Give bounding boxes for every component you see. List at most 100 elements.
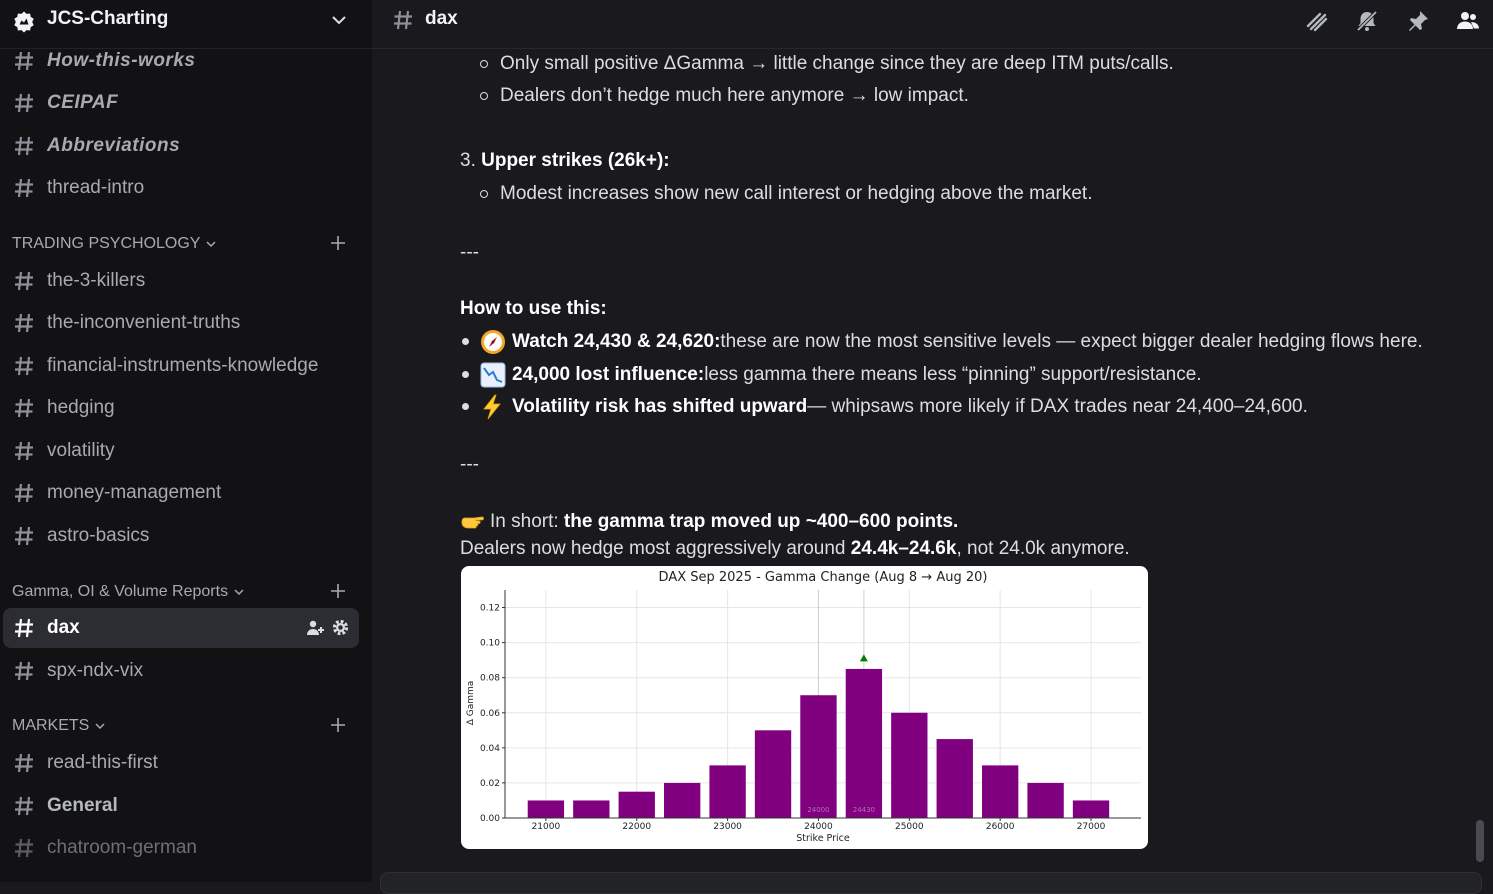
channel-chatroom-german[interactable]: chatroom-german <box>12 831 342 865</box>
hash-icon <box>15 526 33 546</box>
hash-icon <box>15 441 33 461</box>
channel-label: money-management <box>47 482 222 503</box>
compass-icon <box>481 330 505 354</box>
channel-label: CEIPAF <box>47 92 119 113</box>
channel-label: financial-instruments-knowledge <box>47 355 319 376</box>
channel-label: dax <box>47 617 80 638</box>
x-tick-label: 27000 <box>1077 822 1106 832</box>
summary-line: Dealers now hedge most aggressively arou… <box>460 538 1130 559</box>
category-label: TRADING PSYCHOLOGY <box>12 235 201 252</box>
y-tick-label: 0.04 <box>480 744 500 754</box>
section-heading: How to use this: <box>460 298 607 319</box>
channel-sidebar: JCS-Charting How-this-works CEIPAF Abbre… <box>0 0 372 882</box>
channel-thread-intro[interactable]: thread-intro <box>12 171 342 205</box>
bar <box>891 712 928 818</box>
x-tick-label: 24000 <box>804 822 833 832</box>
channel-the-inconvenient-truths[interactable]: the-inconvenient-truths <box>12 306 342 340</box>
bar-label: 24000 <box>807 806 829 814</box>
bar <box>1027 782 1064 818</box>
channel-abbreviations[interactable]: Abbreviations <box>12 129 342 163</box>
channel-astro-basics[interactable]: astro-basics <box>12 519 342 553</box>
chevron-down-icon[interactable] <box>330 11 348 29</box>
channel-label: Abbreviations <box>47 135 181 156</box>
x-tick-label: 23000 <box>713 822 742 832</box>
channel-label: thread-intro <box>47 177 145 198</box>
channel-money-management[interactable]: money-management <box>12 476 342 510</box>
y-tick-label: 0.12 <box>480 604 500 614</box>
server-header[interactable]: JCS-Charting <box>0 0 372 49</box>
member-list-icon[interactable] <box>1455 8 1481 34</box>
x-tick-label: 22000 <box>622 822 651 832</box>
chart-decreasing-icon <box>480 362 506 388</box>
pointing-hand-icon <box>461 516 484 529</box>
server-name: JCS-Charting <box>47 8 169 29</box>
pin-icon[interactable] <box>1405 8 1431 34</box>
channel-label: astro-basics <box>47 525 150 546</box>
add-member-icon[interactable] <box>305 618 325 638</box>
channel-the-3-killers[interactable]: the-3-killers <box>12 264 342 298</box>
x-tick-label: 26000 <box>986 822 1015 832</box>
threads-icon[interactable] <box>1304 8 1330 34</box>
channel-label: hedging <box>47 397 115 418</box>
hash-icon <box>15 51 33 71</box>
bar <box>982 765 1019 818</box>
list-item: Watch 24,430 & 24,620: these are now the… <box>460 329 1423 362</box>
plus-icon[interactable] <box>330 235 346 251</box>
chart-title: DAX Sep 2025 - Gamma Change (Aug 8 → Aug… <box>659 570 988 585</box>
channel-financial-instruments-knowledge[interactable]: financial-instruments-knowledge <box>12 349 342 383</box>
chevron-down-icon <box>95 723 105 730</box>
hash-icon <box>15 618 33 638</box>
hash-icon <box>394 10 412 30</box>
bar <box>1072 800 1110 818</box>
chart-image[interactable]: DAX Sep 2025 - Gamma Change (Aug 8 → Aug… <box>461 566 1148 849</box>
channel-label: chatroom-german <box>47 837 197 858</box>
list-item: 24,000 lost influence: less gamma there … <box>460 362 1202 395</box>
bar <box>845 668 883 818</box>
list-heading: 3. Upper strikes (26k+): <box>460 150 670 171</box>
hash-icon <box>15 313 33 333</box>
hash-icon <box>15 483 33 503</box>
chevron-down-icon <box>206 241 217 248</box>
lightning-icon <box>483 394 501 420</box>
category-label: MARKETS <box>12 717 90 734</box>
bar <box>573 800 610 818</box>
message-input[interactable] <box>380 872 1482 894</box>
list-item: Dealers don’t hedge much here anymore → … <box>480 84 969 108</box>
divider-text: --- <box>460 454 479 475</box>
x-tick-label: 25000 <box>895 822 924 832</box>
hash-icon <box>15 398 33 418</box>
category-markets[interactable]: MARKETS <box>12 716 352 736</box>
bar <box>754 730 792 818</box>
channel-dax[interactable]: dax <box>3 608 359 648</box>
y-tick-label: 0.08 <box>480 674 500 684</box>
category-trading-psychology[interactable]: TRADING PSYCHOLOGY <box>12 234 352 254</box>
category-gamma-reports[interactable]: Gamma, OI & Volume Reports <box>12 582 352 602</box>
channel-ceipaf[interactable]: CEIPAF <box>12 86 342 120</box>
y-tick-label: 0.02 <box>480 779 500 789</box>
hash-icon <box>15 271 33 291</box>
channel-general[interactable]: General <box>12 789 342 823</box>
gear-icon[interactable] <box>330 617 351 638</box>
channel-label: General <box>47 795 118 816</box>
y-axis-label: Δ Gamma <box>466 681 476 726</box>
channel-spx-ndx-vix[interactable]: spx-ndx-vix <box>12 654 342 688</box>
hash-icon <box>15 178 33 198</box>
x-tick-label: 21000 <box>532 822 561 832</box>
channel-title: dax <box>425 8 458 29</box>
channel-how-this-works[interactable]: How-this-works <box>12 44 342 78</box>
summary-line: In short: the gamma trap moved up ~400–6… <box>460 509 958 535</box>
plus-icon[interactable] <box>330 583 346 599</box>
channel-label: How-this-works <box>47 50 196 71</box>
bar <box>664 782 701 818</box>
notification-muted-icon[interactable] <box>1354 8 1380 34</box>
bar <box>800 695 837 818</box>
bar <box>527 800 565 818</box>
hash-icon <box>15 661 33 681</box>
channel-volatility[interactable]: volatility <box>12 434 342 468</box>
channel-read-this-first[interactable]: read-this-first <box>12 746 342 780</box>
plus-icon[interactable] <box>330 717 346 733</box>
chevron-down-icon <box>234 589 244 596</box>
channel-hedging[interactable]: hedging <box>12 391 342 425</box>
bar <box>709 765 746 818</box>
scrollbar[interactable] <box>1476 820 1484 862</box>
